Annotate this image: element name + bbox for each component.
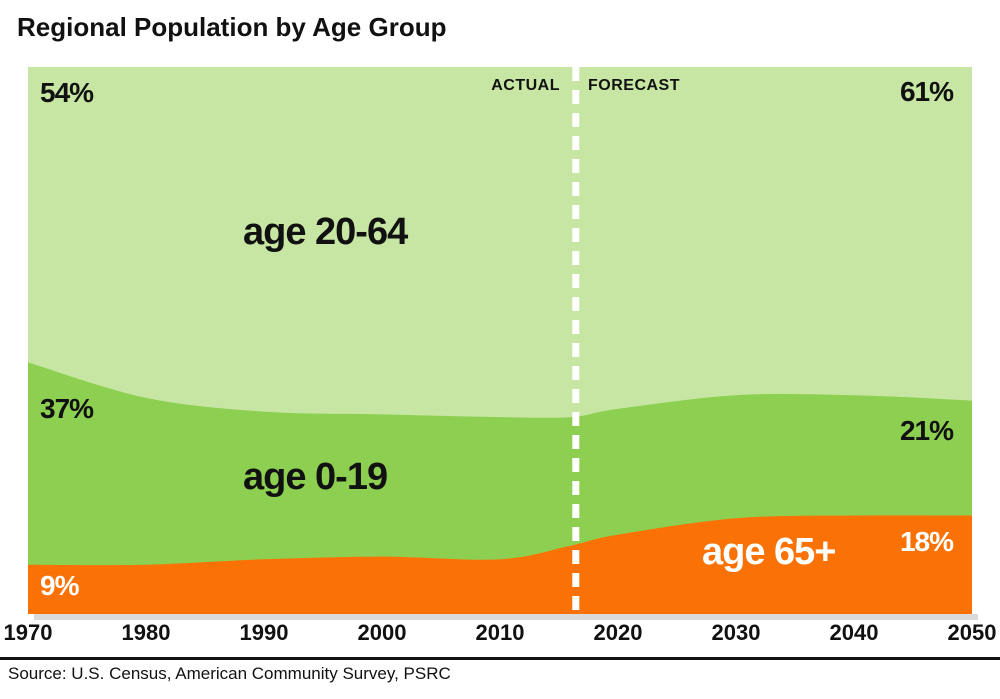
value-label-age0-19-2050: 21% bbox=[899, 415, 954, 446]
band-age-65plus bbox=[28, 515, 972, 614]
chart-plot-area bbox=[28, 67, 972, 614]
x-tick-1970: 1970 bbox=[3, 620, 53, 645]
series-label-age-0-19: age 0-19 bbox=[243, 456, 388, 498]
footer-divider bbox=[0, 657, 1000, 660]
value-label-age65plus-1970: 9% bbox=[40, 570, 79, 601]
x-tick-2050: 2050 bbox=[947, 620, 997, 645]
value-label-age0-19-1970: 37% bbox=[40, 393, 94, 424]
series-label-age-20-64: age 20-64 bbox=[243, 211, 408, 253]
value-label-age20-64-2050: 61% bbox=[899, 76, 954, 107]
source-citation: Source: U.S. Census, American Community … bbox=[8, 664, 451, 683]
value-label-age20-64-1970: 54% bbox=[40, 77, 94, 108]
x-tick-2010: 2010 bbox=[475, 620, 525, 645]
forecast-annotation: FORECAST bbox=[588, 77, 680, 94]
x-tick-2000: 2000 bbox=[357, 620, 407, 645]
chart-title: Regional Population by Age Group bbox=[17, 12, 447, 42]
series-label-age-65plus: age 65+ bbox=[702, 531, 836, 573]
x-tick-1980: 1980 bbox=[121, 620, 171, 645]
chart-drop-shadow bbox=[34, 614, 978, 620]
x-tick-2020: 2020 bbox=[593, 620, 643, 645]
x-tick-1990: 1990 bbox=[239, 620, 289, 645]
stacked-area-chart: 54% ACTUAL FORECAST 61% age 20-64 37% ag… bbox=[28, 67, 972, 614]
x-tick-2030: 2030 bbox=[711, 620, 761, 645]
x-tick-2040: 2040 bbox=[829, 620, 879, 645]
actual-annotation: ACTUAL bbox=[491, 77, 560, 94]
value-label-age65plus-2050: 18% bbox=[899, 526, 954, 557]
